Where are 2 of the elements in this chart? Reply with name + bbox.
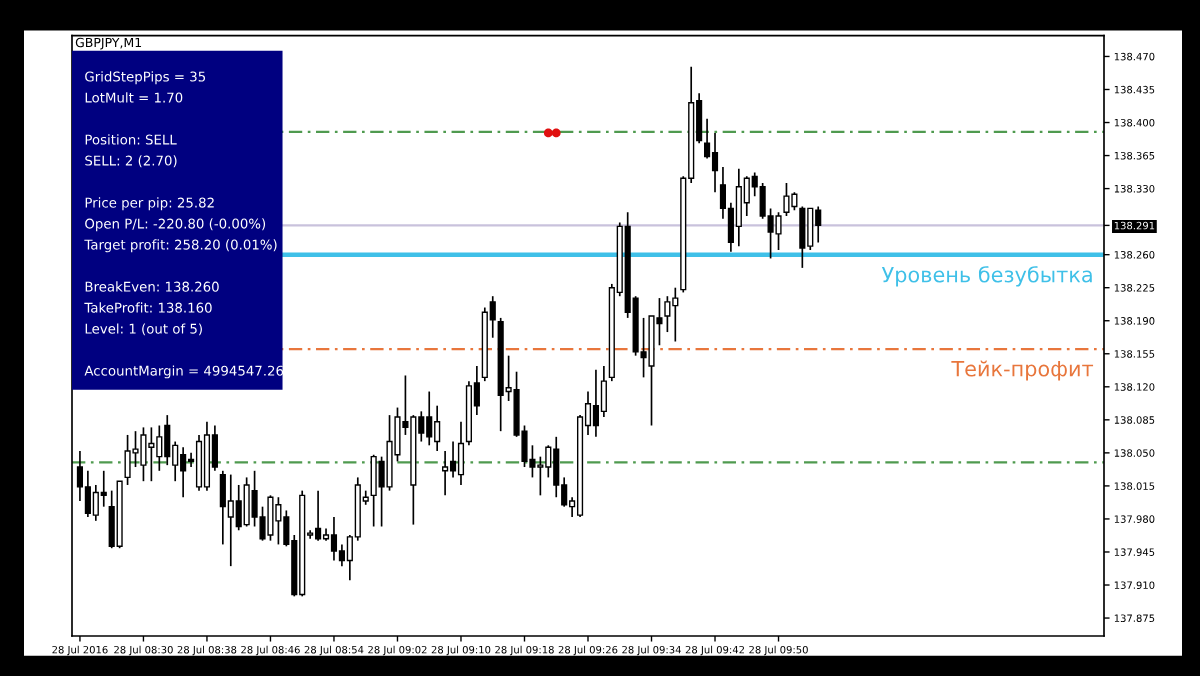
ref-line-label: Уровень безубытка [881,265,1092,287]
ref-line-label: Тейк-профит [951,360,1094,381]
